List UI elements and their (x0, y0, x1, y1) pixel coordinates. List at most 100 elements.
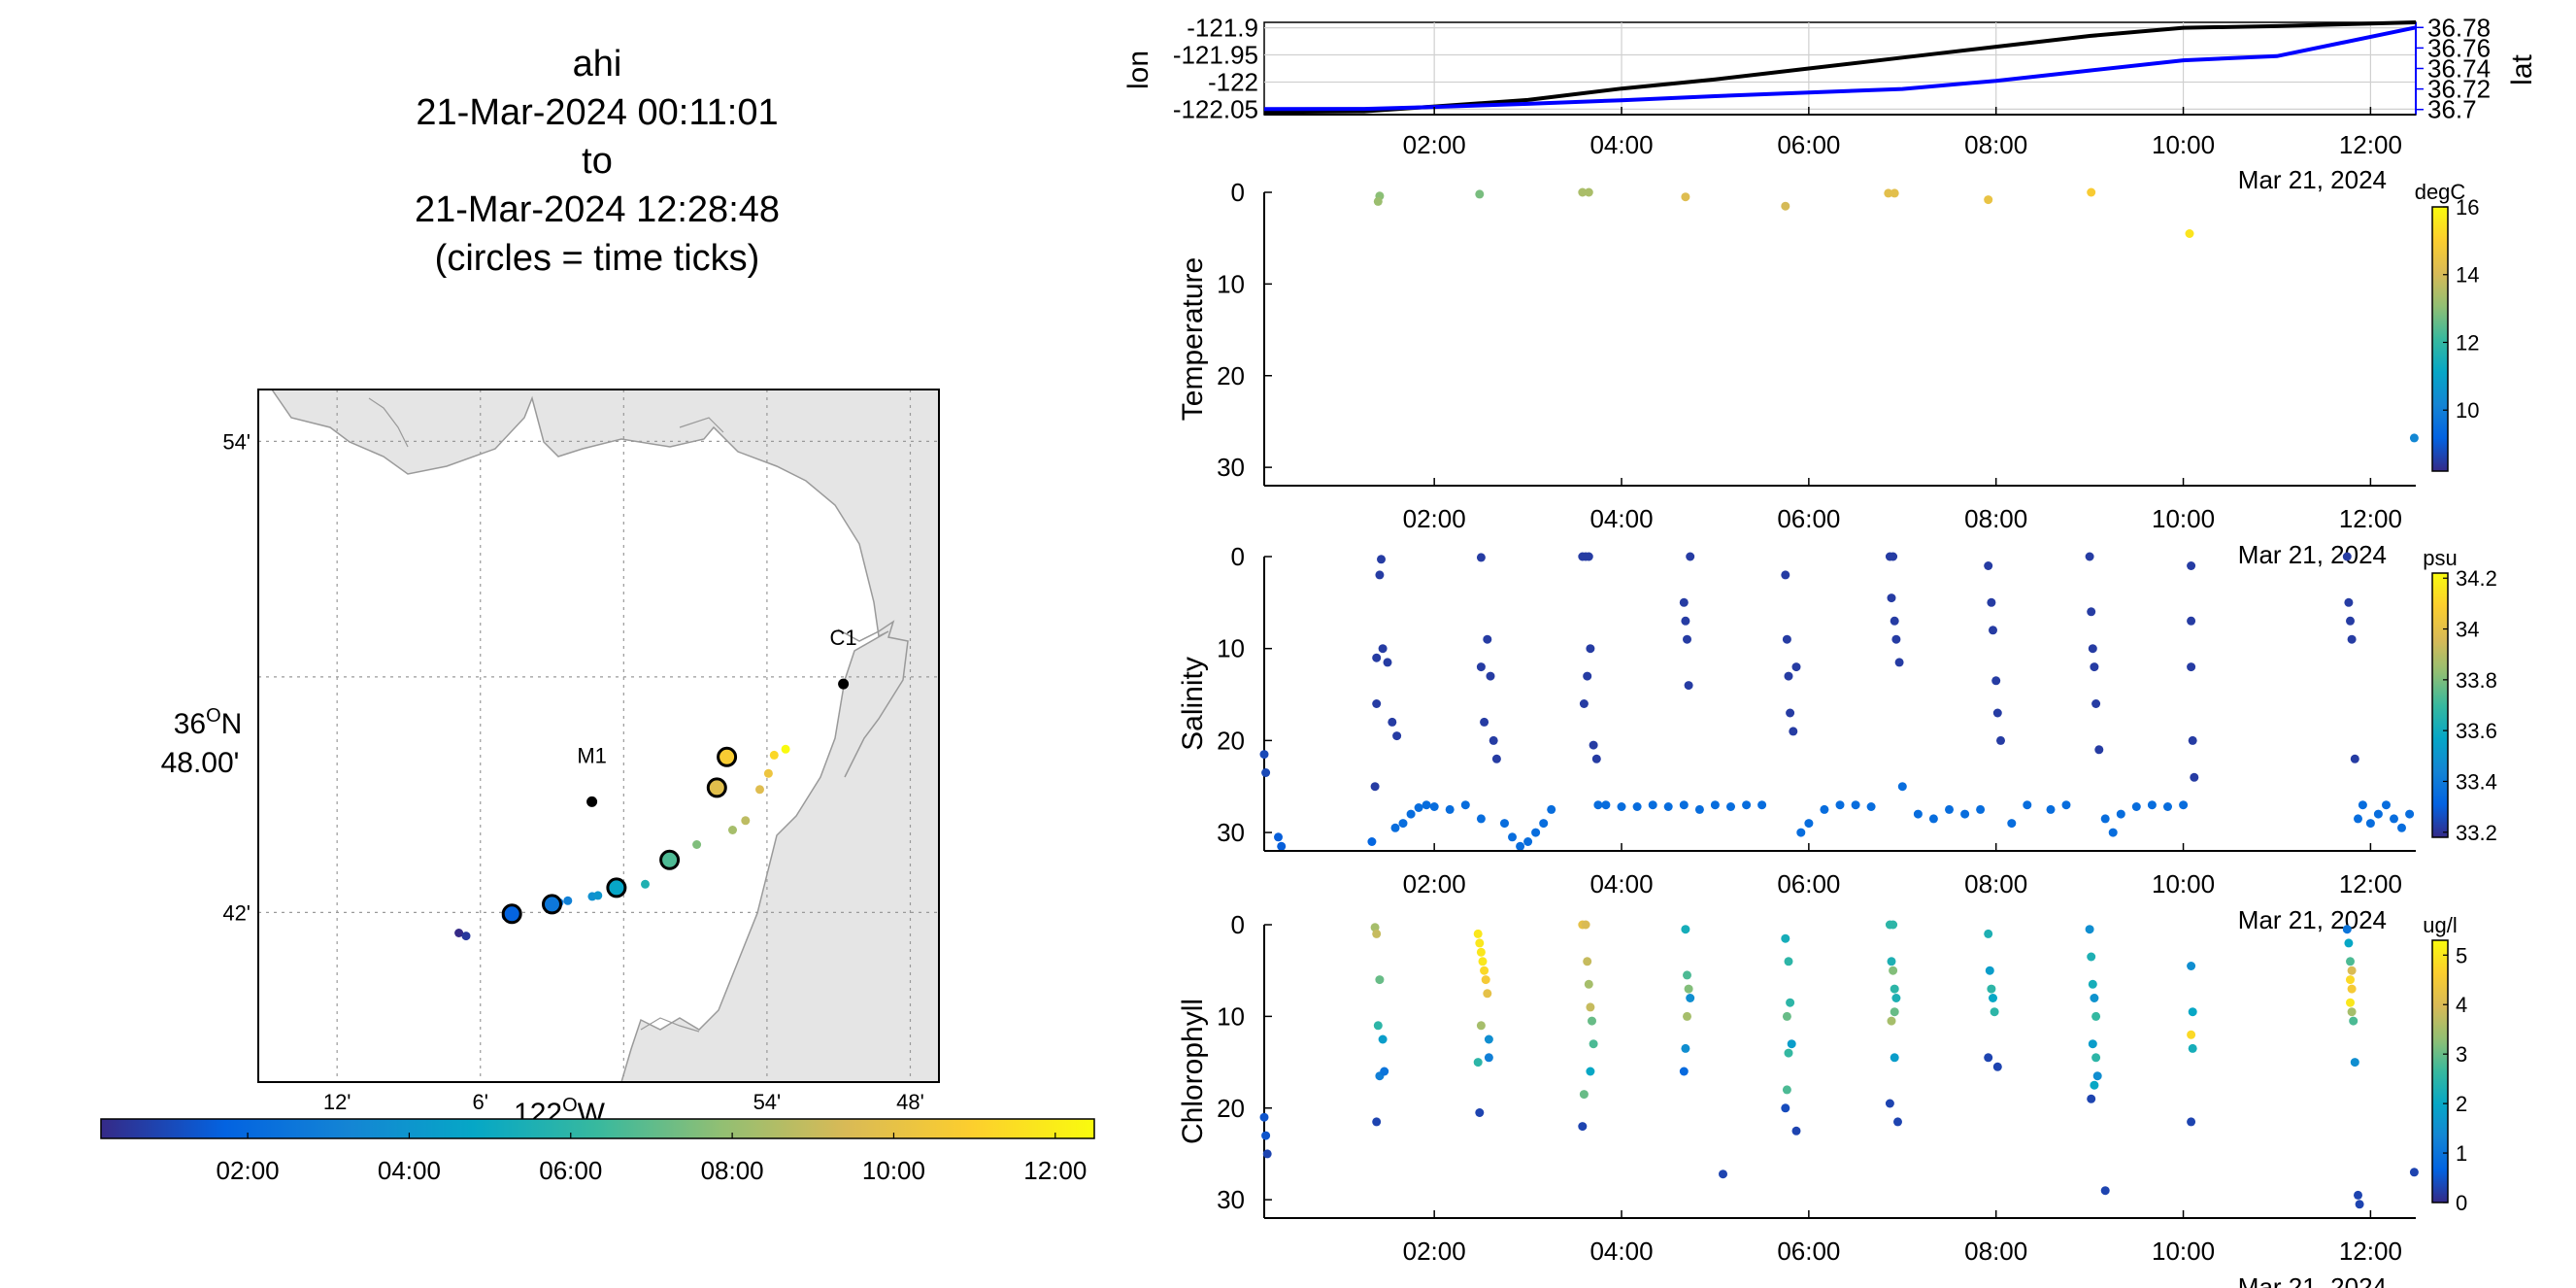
date-label: Mar 21, 2024 (2238, 540, 2387, 569)
x-tick-label: 10:00 (2152, 130, 2215, 159)
scatter-point (1578, 187, 1588, 197)
scatter-point (1484, 1053, 1493, 1063)
scatter-point (1484, 1034, 1493, 1044)
track-point (741, 816, 751, 826)
map-gridlines (258, 390, 939, 1082)
scatter-point (1617, 802, 1626, 811)
scatter-point (1508, 832, 1517, 842)
scatter-point (2088, 979, 2097, 989)
scatter-point (2091, 1053, 2101, 1063)
scatter-point (1992, 708, 2002, 718)
colorbar-tick-label: 12 (2456, 330, 2479, 355)
scatter-point (1372, 699, 1382, 708)
scatter-point (1579, 699, 1589, 708)
scatter-point (1996, 735, 2005, 745)
x-tick-label: 04:00 (1589, 869, 1653, 898)
scatter-point (1478, 957, 1488, 966)
scatter-point (1866, 802, 1876, 811)
scatter-point (1684, 681, 1693, 691)
scatter-point (2358, 800, 2367, 810)
track-point (692, 840, 702, 849)
scatter-point (1531, 828, 1541, 837)
scatter-point (1259, 750, 1269, 760)
scatter-point (1578, 1122, 1588, 1132)
scatter-point (2188, 735, 2197, 745)
track-point (763, 768, 773, 778)
colorbar (2431, 572, 2449, 838)
scatter-point (1372, 929, 1382, 938)
scatter-point (2190, 772, 2199, 782)
scatter-point (1984, 561, 1993, 570)
scatter-point (2100, 814, 2110, 824)
scatter-point (2131, 802, 2141, 811)
scatter-point (1683, 1011, 1691, 1021)
scatter-point (1584, 979, 1593, 989)
time-tick-circle (659, 849, 681, 870)
scatter-point (1584, 187, 1593, 197)
scatter-point (1885, 1099, 1894, 1108)
x-tick-label: 06:00 (1777, 504, 1840, 533)
scatter-point (2187, 662, 2196, 672)
scatter-point (1259, 1112, 1269, 1122)
scatter-point (2087, 1094, 2096, 1103)
scatter-point (1500, 819, 1509, 829)
x-tick-label: 10:00 (2152, 1237, 2215, 1266)
time-colorbar-tick-label: 10:00 (862, 1156, 925, 1185)
scatter-point (2344, 597, 2354, 607)
scatter-point (1989, 626, 1997, 635)
scatter-point (1581, 920, 1590, 930)
scatter-point (1429, 802, 1439, 811)
x-tick-label: 08:00 (1964, 1237, 2027, 1266)
scatter-point (1781, 201, 1790, 211)
scatter-point (2100, 1186, 2110, 1196)
colorbar-tick-label: 33.8 (2456, 668, 2497, 693)
scatter-point (1663, 802, 1673, 811)
track-point (641, 879, 650, 889)
track-point (563, 896, 573, 905)
scatter-point (2087, 187, 2096, 197)
scatter-point (2350, 754, 2359, 763)
lonlat-frame (1263, 21, 2417, 116)
y-axis-label: Chlorophyll (1177, 999, 1209, 1144)
scatter-point (2088, 1039, 2097, 1049)
scatter-point (2108, 828, 2118, 837)
scatter-point (1370, 782, 1380, 792)
station-marker (838, 678, 850, 690)
lat-center-minutes: 48.00' (161, 747, 240, 779)
scatter-point (1475, 1108, 1485, 1117)
scatter-point (1984, 1053, 1993, 1063)
scatter-point (1913, 809, 1923, 819)
date-label: Mar 21, 2024 (2238, 1272, 2387, 1288)
y-axis-label: lon (1122, 51, 1154, 89)
title-block: ahi 21-Mar-2024 00:11:01 to 21-Mar-2024 … (415, 44, 780, 279)
scatter-point (2354, 814, 2362, 824)
map-lon-tick: 6' (473, 1090, 488, 1114)
scatter-point (1796, 828, 1806, 837)
scatter-point (2088, 644, 2097, 654)
scatter-point (2147, 800, 2157, 810)
colorbar-tick-label: 1 (2456, 1141, 2467, 1166)
scatter-point (1483, 989, 1492, 999)
colorbar-unit: ug/l (2423, 913, 2457, 937)
scatter-point (1804, 819, 1814, 829)
map-stations: M1 C1 (577, 626, 857, 807)
scatter-point (1726, 802, 1735, 811)
scatter-point (2094, 745, 2104, 755)
scatter-point (1887, 1016, 1896, 1026)
x-tick-label: 08:00 (1964, 130, 2027, 159)
scatter-point (1679, 800, 1689, 810)
scatter-point (1686, 994, 1695, 1002)
scatter-point (1781, 570, 1790, 580)
scatter-point (1476, 1021, 1486, 1031)
scatter-point (1710, 800, 1720, 810)
scatter-point (1987, 984, 1996, 994)
scatter-point (1782, 1085, 1791, 1095)
map-frame (257, 389, 940, 1083)
scatter-point (1547, 804, 1556, 814)
scatter-point (2085, 552, 2094, 561)
scatter-point (1784, 1048, 1793, 1058)
station-label: C1 (830, 626, 857, 650)
map-tick-labels: 54' 42' 12' 6' 54' 48' (222, 429, 923, 1114)
scatter-points (1373, 187, 2419, 443)
